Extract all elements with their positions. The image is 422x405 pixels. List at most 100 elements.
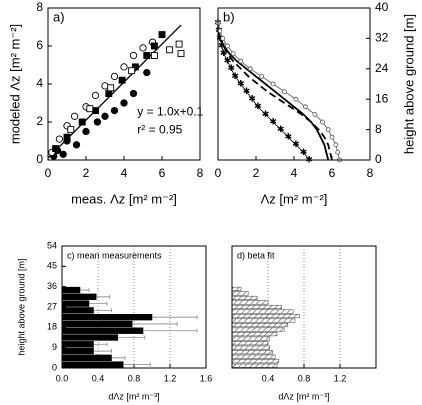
error-bar xyxy=(117,335,146,340)
error-bar xyxy=(123,362,151,367)
point xyxy=(52,145,60,153)
bar xyxy=(231,286,242,291)
profile-line xyxy=(217,23,333,161)
bar xyxy=(61,354,112,362)
point xyxy=(70,112,79,120)
point xyxy=(143,68,151,77)
x-tick-label: 1.2 xyxy=(334,373,347,383)
point xyxy=(230,51,236,56)
bar xyxy=(231,354,276,359)
y-tick-label: 8 xyxy=(375,122,382,136)
point xyxy=(150,42,158,50)
point: ✱ xyxy=(269,116,277,126)
y-tick-label: 27 xyxy=(47,301,57,311)
y-tick-label: 4 xyxy=(36,76,43,90)
y-tick-label: 36 xyxy=(47,281,57,291)
bar xyxy=(231,341,269,346)
error-bar xyxy=(132,321,178,326)
annotation: r² = 0.95 xyxy=(137,123,182,137)
bar xyxy=(231,345,271,350)
bar xyxy=(231,327,285,332)
point xyxy=(158,31,166,39)
y-tick-label: 16 xyxy=(375,91,389,105)
bar xyxy=(231,291,249,296)
y-tick-label: 45 xyxy=(47,261,57,271)
profile-line xyxy=(217,23,310,161)
point xyxy=(110,72,119,81)
x-tick-label: 2 xyxy=(253,166,260,180)
bar xyxy=(231,309,294,314)
point xyxy=(143,52,151,59)
bar xyxy=(61,341,94,348)
point xyxy=(282,89,287,94)
plot-frame xyxy=(47,7,201,161)
y-tick-label: 8 xyxy=(36,0,43,14)
point xyxy=(101,112,109,120)
error-bar xyxy=(93,349,112,354)
bar xyxy=(231,323,289,328)
point xyxy=(92,107,99,115)
bar xyxy=(61,347,94,355)
y-tick-label: 6 xyxy=(36,38,43,52)
point xyxy=(150,52,158,59)
y-tick-label: 18 xyxy=(47,322,57,332)
point: ✱ xyxy=(248,94,256,104)
point xyxy=(131,63,139,71)
point xyxy=(329,134,335,140)
point xyxy=(320,119,325,125)
y-axis-label: height above ground [m] xyxy=(401,14,416,154)
y-tick-label: 0 xyxy=(36,152,43,166)
point: ✱ xyxy=(305,154,313,164)
bar xyxy=(231,313,300,319)
x-tick-label: 2 xyxy=(83,166,90,180)
bar xyxy=(61,334,119,341)
point xyxy=(129,89,138,98)
bar xyxy=(231,295,258,301)
x-tick-label: 1.6 xyxy=(200,373,213,383)
point xyxy=(59,150,67,158)
point xyxy=(177,50,185,58)
point xyxy=(139,44,147,52)
x-axis-label: meas. Λz [m² m⁻²] xyxy=(71,191,177,206)
y-axis-label: modeled Λz [m² m⁻²] xyxy=(7,24,22,144)
error-bar xyxy=(111,355,126,360)
bar xyxy=(231,304,282,310)
x-tick-label: 4 xyxy=(291,166,298,180)
point xyxy=(325,127,331,133)
point: ✱ xyxy=(254,101,262,111)
point xyxy=(238,58,244,64)
bar xyxy=(231,359,280,364)
bar xyxy=(61,300,90,307)
y-axis-label: height above ground [m] xyxy=(16,258,26,355)
plot-frame xyxy=(231,245,377,369)
y-tick-label: 54 xyxy=(47,240,57,250)
point: ✱ xyxy=(224,56,232,66)
x-tick-label: 0 xyxy=(45,166,52,180)
error-bar xyxy=(96,294,111,299)
point xyxy=(120,63,128,71)
point: ✱ xyxy=(292,139,300,149)
x-tick-label: 6 xyxy=(159,166,166,180)
point xyxy=(312,112,318,117)
annotation: y = 1.0x+0.1 xyxy=(137,105,203,119)
x-tick-label: 6 xyxy=(329,166,336,180)
point xyxy=(86,105,94,113)
x-tick-label: 0.4 xyxy=(262,373,275,383)
point: ✱ xyxy=(231,71,239,81)
bar xyxy=(61,307,94,314)
y-tick-label: 40 xyxy=(375,0,389,14)
bar xyxy=(61,327,144,334)
y-tick-label: 9 xyxy=(52,342,57,352)
point xyxy=(175,40,183,48)
point xyxy=(166,46,174,54)
point xyxy=(333,142,339,148)
x-tick-label: 0.0 xyxy=(56,373,69,383)
point xyxy=(129,51,138,60)
point: ✱ xyxy=(216,33,224,43)
point xyxy=(55,135,64,143)
error-bar xyxy=(80,288,90,293)
bar xyxy=(61,320,133,328)
bar xyxy=(231,332,278,337)
panel-title: c) mean measurements xyxy=(67,250,162,260)
x-tick-label: 0.8 xyxy=(298,373,311,383)
